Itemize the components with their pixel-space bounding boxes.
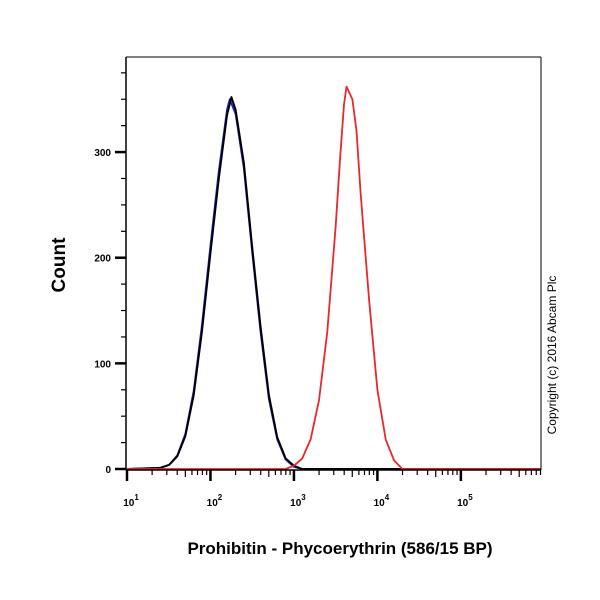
- x-tick-label: 101: [123, 493, 139, 509]
- x-axis-label: Prohibitin - Phycoerythrin (586/15 BP): [187, 539, 492, 558]
- tick-exponent: 1: [134, 493, 139, 502]
- x-tick-label: 102: [207, 493, 223, 509]
- x-tick-label: 104: [374, 493, 390, 509]
- tick-exponent: 4: [385, 493, 390, 502]
- tick-exponent: 3: [301, 493, 306, 502]
- series-line-2: [127, 85, 541, 470]
- tick-base: 10: [123, 498, 135, 509]
- y-tick-label: 0: [105, 465, 111, 476]
- copyright-watermark: Copyright (c) 2016 Abcam Plc: [545, 276, 559, 435]
- y-axis-label: Count: [49, 237, 70, 293]
- x-tick-label: 105: [457, 493, 473, 509]
- tick-exponent: 2: [218, 493, 223, 502]
- y-tick-label: 200: [94, 254, 111, 265]
- series-line-1: [126, 96, 541, 470]
- tick-base: 10: [207, 498, 219, 509]
- plot-marks: [126, 85, 541, 470]
- tick-exponent: 5: [468, 493, 473, 502]
- x-tick-label: 103: [290, 493, 306, 509]
- y-tick-label: 300: [94, 148, 111, 159]
- tick-base: 10: [290, 498, 302, 509]
- y-tick-label: 100: [94, 359, 111, 370]
- tick-base: 10: [457, 498, 469, 509]
- tick-base: 10: [374, 498, 386, 509]
